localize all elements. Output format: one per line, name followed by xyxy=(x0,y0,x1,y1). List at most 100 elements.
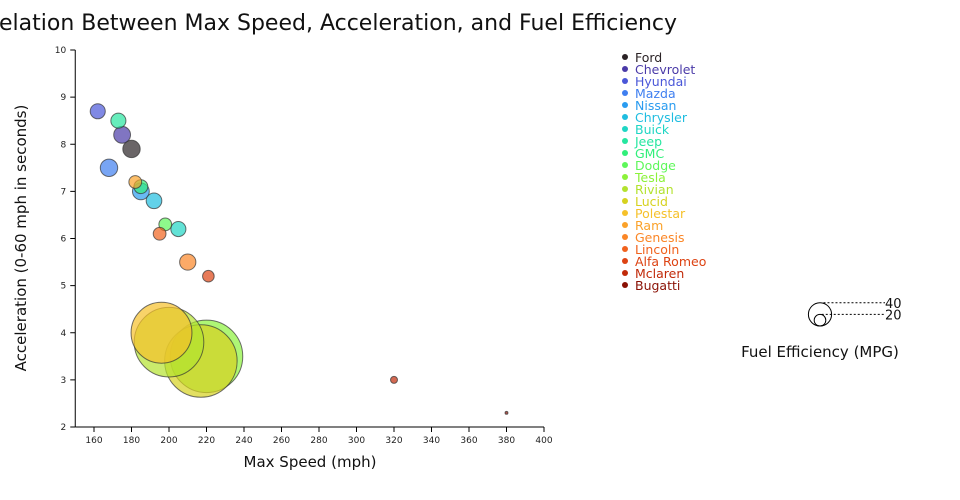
x-tick: 300 xyxy=(348,427,365,446)
legend-marker xyxy=(622,114,628,120)
legend-label: Polestar xyxy=(635,206,686,221)
data-point[interactable]: Mazda xyxy=(99,158,119,178)
x-tick-label: 380 xyxy=(498,436,515,446)
x-tick: 260 xyxy=(273,427,290,446)
data-point[interactable]: Polestar xyxy=(130,301,193,364)
data-point[interactable]: Genesis xyxy=(179,253,197,271)
legend-item: Tesla xyxy=(622,170,666,185)
legend-marker xyxy=(622,234,628,240)
y-tick-label: 4 xyxy=(61,329,67,339)
y-tick-label: 9 xyxy=(61,93,67,103)
legend-item: Genesis xyxy=(622,230,685,245)
x-tick: 320 xyxy=(385,427,403,446)
x-tick: 160 xyxy=(85,427,103,446)
legend-marker xyxy=(622,198,628,204)
legend-label: Buick xyxy=(635,122,670,137)
x-tick-label: 320 xyxy=(385,436,402,446)
y-tick: 6 xyxy=(61,235,76,245)
y-tick-label: 8 xyxy=(61,140,67,150)
legend-label: Jeep xyxy=(634,134,662,149)
y-tick: 5 xyxy=(61,282,76,292)
x-tick: 200 xyxy=(160,427,178,446)
size-legend-value: 40 xyxy=(885,297,902,312)
legend-marker xyxy=(622,270,628,276)
legend-label: Mclaren xyxy=(635,266,684,281)
x-tick-label: 400 xyxy=(535,436,552,446)
data-point[interactable]: Mclaren xyxy=(390,375,398,384)
x-tick-label: 360 xyxy=(460,436,477,446)
legend-label: Chevrolet xyxy=(635,62,695,77)
legend-item: Chevrolet xyxy=(622,62,695,77)
legend-marker xyxy=(622,210,628,216)
data-point[interactable]: Alfa Romeo xyxy=(202,269,215,283)
x-tick: 380 xyxy=(498,427,515,446)
data-point[interactable]: Bugatti xyxy=(504,410,509,415)
legend-marker xyxy=(622,186,628,192)
data-point[interactable]: Hyundai xyxy=(89,103,106,120)
data-point[interactable]: Jeep xyxy=(110,112,127,129)
y-tick: 7 xyxy=(61,187,76,197)
legend-item: Polestar xyxy=(622,206,686,221)
legend-item: Alfa Romeo xyxy=(622,254,706,269)
legend-item: GMC xyxy=(622,146,664,161)
y-tick: 2 xyxy=(61,423,76,433)
y-tick-label: 3 xyxy=(61,376,67,386)
legend-marker xyxy=(622,246,628,252)
x-tick-label: 240 xyxy=(235,436,252,446)
x-tick-label: 340 xyxy=(423,436,440,446)
legend-marker xyxy=(622,282,628,288)
legend-label: Lincoln xyxy=(635,242,679,257)
x-axis-label: Max Speed (mph) xyxy=(244,453,377,471)
legend-marker xyxy=(622,162,628,168)
legend-item: Jeep xyxy=(622,134,662,149)
data-point[interactable]: Chevrolet xyxy=(113,125,132,144)
legend-marker xyxy=(622,102,628,108)
y-tick: 3 xyxy=(61,376,76,386)
legend-label: Alfa Romeo xyxy=(635,254,706,269)
size-legend-label: Fuel Efficiency (MPG) xyxy=(741,343,899,361)
legend: FordChevroletHyundaiMazdaNissanChryslerB… xyxy=(622,50,706,293)
legend-label: Rivian xyxy=(635,182,674,197)
x-tick: 400 xyxy=(535,427,553,446)
data-point[interactable]: Ram xyxy=(128,175,143,189)
y-tick-label: 10 xyxy=(55,46,67,56)
legend-item: Chrysler xyxy=(622,110,688,125)
legend-label: Nissan xyxy=(635,98,676,113)
y-tick-label: 6 xyxy=(61,235,67,245)
legend-marker xyxy=(622,174,628,180)
x-tick-label: 300 xyxy=(348,436,365,446)
legend-marker xyxy=(622,150,628,156)
data-point[interactable]: Ford xyxy=(122,139,141,159)
size-legend-value: 20 xyxy=(885,308,902,323)
legend-item: Hyundai xyxy=(622,74,687,89)
legend-item: Nissan xyxy=(622,98,676,113)
legend-item: Ram xyxy=(622,218,663,233)
legend-label: GMC xyxy=(635,146,664,161)
legend-item: Dodge xyxy=(622,158,676,173)
data-point[interactable]: Lincoln xyxy=(152,226,167,241)
x-tick: 240 xyxy=(235,427,253,446)
legend-label: Bugatti xyxy=(635,278,680,293)
legend-marker xyxy=(622,126,628,132)
y-tick-label: 7 xyxy=(61,187,67,197)
y-tick: 10 xyxy=(55,46,76,56)
x-tick: 220 xyxy=(198,427,215,446)
x-tick-label: 280 xyxy=(310,436,327,446)
legend-label: Dodge xyxy=(635,158,676,173)
y-tick: 4 xyxy=(61,329,76,339)
legend-marker xyxy=(622,258,628,264)
legend-item: Lucid xyxy=(622,194,668,209)
x-tick: 360 xyxy=(460,427,478,446)
legend-label: Mazda xyxy=(635,86,676,101)
legend-marker xyxy=(622,54,628,60)
data-point[interactable]: Buick xyxy=(170,221,187,238)
legend-label: Tesla xyxy=(634,170,666,185)
legend-marker xyxy=(622,90,628,96)
data-point[interactable]: Chrysler xyxy=(145,192,163,210)
y-axis-label: Acceleration (0-60 mph in seconds) xyxy=(12,105,30,372)
legend-item: Mclaren xyxy=(622,266,684,281)
x-tick-label: 160 xyxy=(85,436,102,446)
legend-marker xyxy=(622,138,628,144)
y-tick: 9 xyxy=(61,93,76,103)
